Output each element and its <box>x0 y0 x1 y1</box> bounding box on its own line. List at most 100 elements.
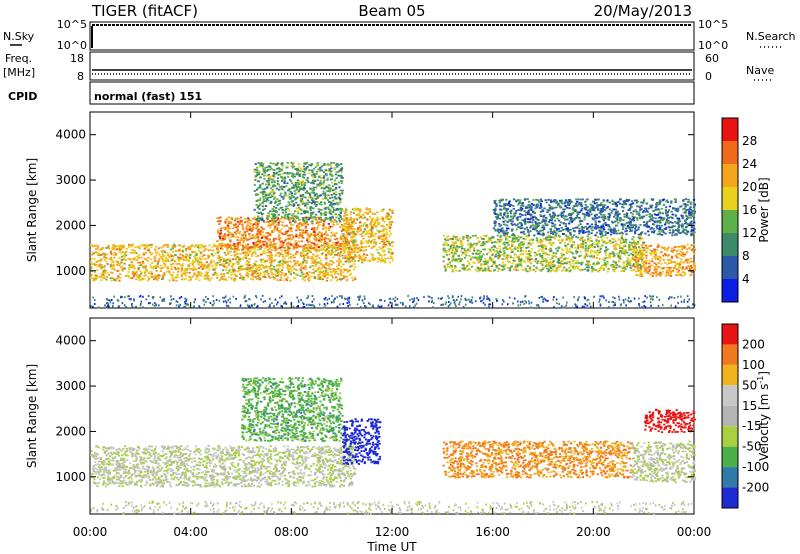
heatmap-cell <box>269 168 272 171</box>
heatmap-cell <box>376 229 379 232</box>
heatmap-cell <box>344 212 347 215</box>
heatmap-cell <box>339 248 342 250</box>
heatmap-cell <box>191 269 195 271</box>
heatmap-cell <box>248 228 251 231</box>
heatmap-cell <box>563 257 566 260</box>
heatmap-cell <box>133 266 136 268</box>
heatmap-cell <box>177 270 180 273</box>
heatmap-cell <box>203 254 206 257</box>
heatmap-cell <box>378 242 381 245</box>
heatmap-cell <box>373 235 376 237</box>
heatmap-cell <box>173 243 176 246</box>
heatmap-cell <box>272 217 276 220</box>
heatmap-cell <box>486 260 489 263</box>
heatmap-cell <box>454 252 457 255</box>
heatmap-cell <box>328 168 331 170</box>
heatmap-cell <box>289 228 293 230</box>
heatmap-cell <box>519 260 522 263</box>
heatmap-cell <box>443 265 446 267</box>
heatmap-cell <box>139 270 142 272</box>
heatmap-cell <box>216 274 220 277</box>
heatmap-cell <box>332 223 335 226</box>
heatmap-cell <box>292 185 295 188</box>
heatmap-cell <box>283 209 286 212</box>
heatmap-cell <box>299 269 302 272</box>
heatmap-cell <box>264 200 267 203</box>
heatmap-cell <box>267 224 270 227</box>
heatmap-cell <box>330 174 333 177</box>
heatmap-cell <box>365 241 368 244</box>
heatmap-cell <box>522 241 525 243</box>
heatmap-cell <box>192 265 195 268</box>
heatmap-cell <box>109 263 113 266</box>
heatmap-cell <box>332 268 335 270</box>
heatmap-cell <box>557 265 560 268</box>
heatmap-cell <box>150 265 153 268</box>
heatmap-cell <box>109 258 112 261</box>
heatmap-cell <box>247 221 250 224</box>
heatmap-cell <box>621 252 624 255</box>
heatmap-cell <box>340 163 343 165</box>
heatmap-cell <box>244 254 247 257</box>
heatmap-cell <box>165 270 168 273</box>
heatmap-cell <box>357 208 360 211</box>
heatmap-cell <box>311 227 314 230</box>
heatmap-cell <box>243 237 246 239</box>
heatmap-cell <box>251 227 254 230</box>
heatmap-cell <box>327 226 330 229</box>
heatmap-cell <box>269 166 272 168</box>
heatmap-cell <box>373 241 376 244</box>
heatmap-cell <box>216 272 219 275</box>
heatmap-cell <box>191 244 194 247</box>
heatmap-cell <box>208 279 211 282</box>
heatmap-cell <box>482 253 485 256</box>
heatmap-cell <box>341 191 344 194</box>
heatmap-cell <box>96 269 99 271</box>
heatmap-cell <box>271 273 274 276</box>
heatmap-cell <box>347 252 350 255</box>
heatmap-cell <box>317 268 320 271</box>
heatmap-cell <box>334 276 338 279</box>
heatmap-cell <box>255 224 258 227</box>
heatmap-cell <box>336 237 339 240</box>
heatmap-cell <box>443 266 446 268</box>
heatmap-cell <box>310 164 313 167</box>
heatmap-cell <box>306 177 309 179</box>
heatmap-cell <box>455 258 458 261</box>
heatmap-cell <box>203 264 206 266</box>
heatmap-cell <box>346 238 349 241</box>
heatmap-cell <box>279 246 282 249</box>
heatmap-cell <box>627 264 630 266</box>
heatmap-cell <box>550 236 553 238</box>
heatmap-cell <box>294 192 297 195</box>
heatmap-cell <box>304 191 307 194</box>
heatmap-cell <box>210 277 213 279</box>
heatmap-cell <box>254 272 257 275</box>
heatmap-cell <box>552 236 555 239</box>
heatmap-cell <box>308 201 311 204</box>
heatmap-cell <box>296 210 299 213</box>
heatmap-cell <box>629 266 632 269</box>
heatmap-cell <box>154 260 157 262</box>
heatmap-cell <box>336 278 339 280</box>
heatmap-cell <box>116 245 119 247</box>
heatmap-cell <box>527 257 530 260</box>
heatmap-cell <box>338 193 341 195</box>
heatmap-cell <box>184 267 187 270</box>
heatmap-cell <box>262 168 265 170</box>
heatmap-cell <box>169 279 172 282</box>
heatmap-cell <box>627 261 630 264</box>
heatmap-cell <box>493 250 497 253</box>
heatmap-cell <box>251 255 254 257</box>
heatmap-cell <box>283 182 286 184</box>
heatmap-cell <box>631 254 635 256</box>
heatmap-cell <box>586 249 589 252</box>
heatmap-cell <box>273 184 276 186</box>
heatmap-cell <box>319 209 322 211</box>
heatmap-cell <box>100 276 103 279</box>
heatmap-cell <box>274 225 277 228</box>
heatmap-cell <box>113 279 116 281</box>
heatmap-cell <box>570 245 573 247</box>
heatmap-cell <box>245 245 248 248</box>
heatmap-cell <box>632 236 635 238</box>
